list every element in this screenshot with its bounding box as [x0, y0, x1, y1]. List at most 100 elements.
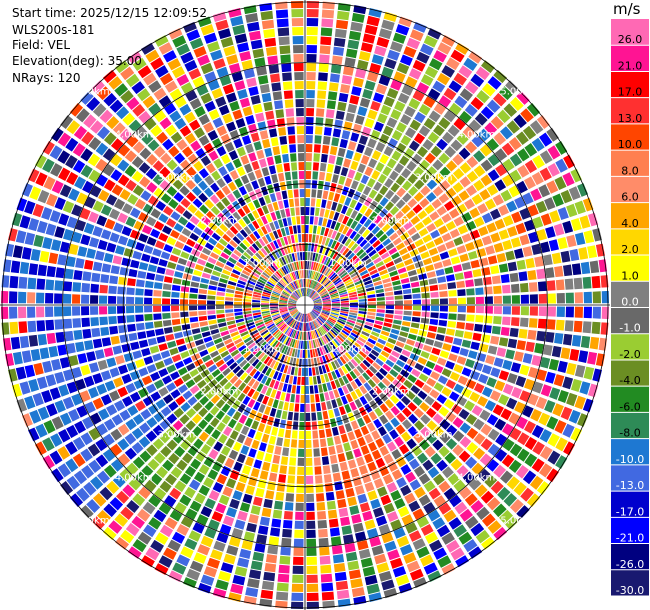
radar-bin [374, 407, 384, 417]
radar-bin [405, 127, 417, 139]
radar-bin [444, 146, 457, 158]
radar-bin [490, 265, 500, 275]
radar-bin [331, 340, 339, 348]
radar-bin [357, 316, 366, 321]
radar-bin [383, 96, 395, 108]
radar-bin [299, 412, 305, 421]
radar-bin [293, 412, 299, 421]
radar-bin [376, 293, 385, 297]
radar-bin [366, 318, 375, 323]
radar-bin [473, 361, 484, 372]
radar-bin [579, 381, 591, 395]
radar-bin [485, 355, 495, 365]
radar-bin [403, 221, 413, 231]
radar-bin [478, 373, 489, 384]
radar-bin [433, 261, 443, 270]
radar-bin [358, 308, 367, 312]
radar-bin [430, 452, 442, 465]
radar-bin [318, 384, 323, 393]
radar-bin [327, 286, 336, 292]
radar-bin [536, 228, 547, 241]
radar-bin [353, 152, 362, 162]
radar-bin [527, 329, 537, 340]
radar-bin [368, 189, 378, 199]
radar-bin [344, 238, 352, 247]
radar-bin [522, 405, 534, 418]
radar-bin [441, 563, 456, 575]
radar-bin [427, 131, 440, 144]
radar-bin [510, 362, 521, 373]
radar-bin [479, 189, 491, 201]
radar-bin [383, 146, 394, 157]
radar-bin [549, 210, 561, 223]
radar-bin [429, 211, 440, 221]
radar-bin [371, 54, 384, 65]
radar-bin [475, 529, 490, 544]
radar-bin [373, 478, 384, 489]
radar-bin [319, 288, 326, 295]
radar-bin [313, 302, 322, 304]
radar-bin [399, 272, 409, 279]
radar-bin [357, 436, 366, 447]
radar-bin [357, 163, 366, 174]
radar-bin [433, 473, 445, 486]
radar-bin [385, 410, 395, 421]
radar-bin [344, 363, 352, 372]
radar-bin [386, 511, 399, 522]
radar-bin [430, 371, 440, 381]
radar-bin [574, 200, 586, 215]
radar-bin [445, 360, 455, 370]
radar-bin [473, 238, 484, 249]
colorbar-tick-label: -13.0 [616, 479, 644, 492]
radar-bin [458, 147, 471, 160]
radar-bin [306, 81, 316, 90]
radar-bin [359, 204, 368, 215]
radar-bin [436, 459, 448, 472]
radar-bin [560, 406, 573, 421]
radar-bin [506, 476, 520, 490]
radar-bin [396, 412, 406, 423]
radar-bin [347, 141, 357, 151]
radar-bin [306, 27, 318, 36]
radar-bin [313, 357, 318, 367]
radar-bin [333, 165, 342, 175]
radar-bin [307, 279, 311, 288]
radar-bin [390, 275, 400, 282]
radar-bin [297, 376, 301, 385]
radar-bin [396, 456, 407, 468]
radar-bin [306, 9, 319, 18]
radar-bin [560, 189, 573, 204]
radar-bin [313, 271, 318, 280]
radar-bin [433, 236, 444, 246]
radar-bin [474, 484, 488, 498]
radar-bin [359, 97, 371, 108]
radar-bin [346, 383, 354, 392]
radar-bin [312, 309, 320, 315]
radar-bin [442, 343, 452, 352]
radar-bin [531, 424, 544, 439]
radar-bin [324, 268, 331, 276]
radar-bin [371, 225, 381, 235]
radar-bin [413, 408, 424, 419]
radar-bin [336, 589, 350, 600]
radar-bin [305, 376, 309, 385]
radar-bin [300, 394, 305, 403]
radar-bin [361, 273, 370, 279]
radar-bin [322, 306, 331, 308]
radar-bin [369, 536, 382, 547]
radar-bin [379, 154, 390, 165]
radar-bin [372, 239, 381, 248]
radar-bin [315, 126, 323, 135]
radar-bin [536, 115, 550, 129]
radar-bin [560, 347, 571, 360]
radar-bin [350, 220, 358, 230]
radar-bin [406, 339, 416, 346]
radar-bin [348, 314, 357, 319]
radar-bin [307, 288, 311, 297]
radar-bin [299, 331, 302, 340]
radar-bin [313, 307, 322, 311]
radar-bin [388, 355, 398, 363]
radar-bin [529, 120, 544, 135]
radar-bin [391, 252, 400, 260]
radar-bin [448, 298, 457, 305]
